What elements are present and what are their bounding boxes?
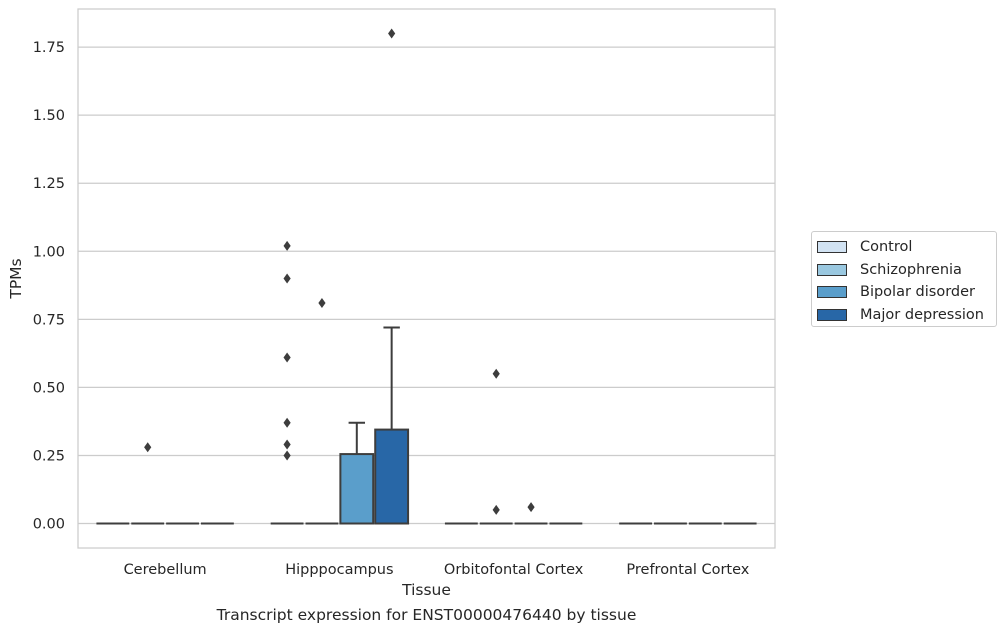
x-tick-label: Hipppocampus	[285, 562, 393, 578]
legend-item: Bipolar disorder	[817, 281, 996, 304]
outlier-point	[144, 442, 152, 453]
outlier-point	[527, 502, 535, 513]
outlier-point	[492, 368, 500, 379]
outlier-point	[318, 298, 326, 308]
legend-item: Major depression	[817, 304, 996, 327]
legend-swatch	[817, 308, 847, 321]
legend-item: Schizophrenia	[817, 259, 996, 282]
y-tick-label: 0.00	[33, 517, 65, 533]
outlier-point	[492, 504, 500, 515]
gridlines	[78, 46, 775, 525]
box	[339, 453, 375, 525]
legend-swatch	[817, 241, 847, 254]
y-tick-label: 1.75	[33, 40, 65, 56]
chart-caption: Transcript expression for ENST0000047644…	[216, 606, 637, 624]
legend: Control Schizophrenia Bipolar disorder Majo…	[811, 231, 997, 327]
x-tick-label: Cerebellum	[124, 562, 207, 578]
legend-swatch	[817, 286, 847, 299]
outlier-point	[283, 240, 291, 251]
box	[374, 428, 410, 525]
outlier-point	[388, 28, 396, 39]
y-tick-label: 1.25	[33, 176, 65, 192]
x-axis-label: Tissue	[401, 581, 451, 599]
outlier-point	[283, 352, 291, 363]
legend-label: Major depression	[860, 306, 984, 323]
y-tick-label: 0.75	[33, 312, 65, 328]
box-bipolar-disorder	[339, 421, 375, 525]
plot-frame	[77, 8, 776, 549]
y-tick-label: 1.50	[33, 108, 65, 124]
y-axis-ticks: 0.00 0.25 0.50 0.75 1.00 1.25 1.50 1.75	[33, 40, 65, 532]
outlier-point	[283, 417, 291, 428]
outlier-point	[283, 273, 291, 284]
legend-item: Control	[817, 236, 996, 259]
legend-label: Control	[860, 239, 913, 256]
x-tick-label: Prefrontal Cortex	[626, 562, 749, 578]
y-tick-label: 0.25	[33, 448, 65, 464]
box-series	[96, 326, 757, 525]
box-major-depression	[374, 326, 410, 525]
outlier-point	[283, 450, 291, 461]
y-tick-label: 1.00	[33, 244, 65, 260]
x-axis-ticks: Cerebellum Hipppocampus Orbitofontal Corte…	[124, 562, 750, 578]
outlier-point	[283, 439, 291, 450]
legend-label: Bipolar disorder	[860, 284, 975, 301]
legend-swatch	[817, 263, 847, 276]
outlier-points	[144, 28, 535, 515]
y-tick-label: 0.50	[33, 380, 65, 396]
y-axis-label: TPMs	[7, 258, 25, 299]
legend-label: Schizophrenia	[860, 261, 962, 278]
x-tick-label: Orbitofontal Cortex	[444, 562, 584, 578]
